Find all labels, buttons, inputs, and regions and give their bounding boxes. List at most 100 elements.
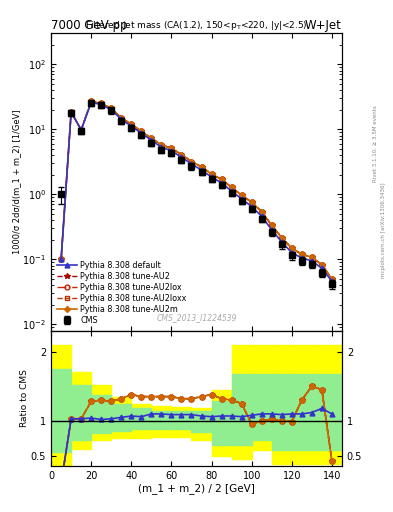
Pythia 8.308 tune-AU2m (289, 245, 294, 251)
Pythia 8.308 tune-AU2m (309, 254, 314, 260)
Pythia 8.308 tune-AU2m (99, 100, 104, 106)
Pythia 8.308 tune-AU2loxx (259, 209, 264, 215)
Pythia 8.308 tune-AU2m (139, 129, 144, 135)
Pythia 8.308 tune-AU2 (269, 222, 274, 228)
Pythia 8.308 tune-AU2m (329, 276, 334, 282)
Pythia 8.308 tune-AU2m (119, 115, 124, 121)
Pythia 8.308 tune-AU2lox (279, 234, 284, 241)
Pythia 8.308 tune-AU2m (320, 262, 324, 268)
Pythia 8.308 tune-AU2lox (129, 121, 134, 127)
Pythia 8.308 tune-AU2 (149, 135, 154, 141)
Pythia 8.308 tune-AU2lox (79, 127, 84, 133)
Line: Pythia 8.308 default: Pythia 8.308 default (59, 100, 334, 284)
Pythia 8.308 tune-AU2lox (99, 100, 104, 106)
Pythia 8.308 tune-AU2loxx (109, 105, 114, 112)
Pythia 8.308 tune-AU2lox (320, 262, 324, 268)
Pythia 8.308 default (299, 255, 304, 261)
Pythia 8.308 tune-AU2loxx (169, 145, 174, 152)
Pythia 8.308 default (139, 130, 144, 136)
Pythia 8.308 tune-AU2loxx (89, 98, 94, 104)
Pythia 8.308 tune-AU2loxx (149, 135, 154, 141)
Pythia 8.308 tune-AU2lox (249, 199, 254, 205)
Pythia 8.308 tune-AU2loxx (219, 176, 224, 182)
Pythia 8.308 tune-AU2 (179, 152, 184, 158)
Pythia 8.308 tune-AU2m (169, 145, 174, 152)
Pythia 8.308 tune-AU2 (239, 192, 244, 198)
Pythia 8.308 tune-AU2m (299, 251, 304, 258)
Pythia 8.308 tune-AU2loxx (229, 184, 234, 190)
Pythia 8.308 default (279, 239, 284, 245)
Pythia 8.308 default (59, 257, 64, 263)
Pythia 8.308 tune-AU2loxx (69, 109, 73, 115)
Pythia 8.308 tune-AU2m (259, 209, 264, 215)
Pythia 8.308 tune-AU2 (69, 109, 73, 115)
Pythia 8.308 tune-AU2m (69, 109, 73, 115)
Pythia 8.308 default (259, 213, 264, 219)
Pythia 8.308 default (149, 137, 154, 143)
Pythia 8.308 tune-AU2 (59, 257, 64, 263)
Pythia 8.308 tune-AU2 (320, 262, 324, 268)
Y-axis label: Ratio to CMS: Ratio to CMS (20, 369, 29, 427)
Pythia 8.308 tune-AU2m (219, 176, 224, 182)
Pythia 8.308 tune-AU2m (279, 234, 284, 241)
Pythia 8.308 tune-AU2loxx (329, 276, 334, 282)
Line: Pythia 8.308 tune-AU2lox: Pythia 8.308 tune-AU2lox (59, 99, 334, 282)
Pythia 8.308 default (69, 109, 73, 115)
Pythia 8.308 tune-AU2lox (229, 184, 234, 190)
Pythia 8.308 tune-AU2lox (179, 152, 184, 158)
Y-axis label: 1000/σ 2dσ/d(m_1 + m_2) [1/GeV]: 1000/σ 2dσ/d(m_1 + m_2) [1/GeV] (12, 110, 21, 254)
Pythia 8.308 tune-AU2 (279, 234, 284, 241)
Text: CMS_2013_I1224539: CMS_2013_I1224539 (156, 313, 237, 322)
Pythia 8.308 default (79, 127, 84, 133)
Pythia 8.308 tune-AU2 (249, 199, 254, 205)
Pythia 8.308 tune-AU2 (99, 100, 104, 106)
Pythia 8.308 tune-AU2m (189, 158, 194, 164)
Pythia 8.308 tune-AU2lox (309, 254, 314, 260)
Pythia 8.308 tune-AU2lox (329, 276, 334, 282)
Pythia 8.308 tune-AU2loxx (289, 245, 294, 251)
Pythia 8.308 tune-AU2lox (189, 158, 194, 164)
Line: Pythia 8.308 tune-AU2: Pythia 8.308 tune-AU2 (58, 98, 335, 282)
Pythia 8.308 default (320, 265, 324, 271)
Pythia 8.308 tune-AU2loxx (249, 199, 254, 205)
Pythia 8.308 tune-AU2 (289, 245, 294, 251)
Pythia 8.308 tune-AU2lox (209, 171, 214, 177)
Pythia 8.308 tune-AU2m (209, 171, 214, 177)
Pythia 8.308 tune-AU2lox (69, 109, 73, 115)
Pythia 8.308 tune-AU2m (79, 127, 84, 133)
Pythia 8.308 tune-AU2 (309, 254, 314, 260)
Pythia 8.308 tune-AU2 (329, 276, 334, 282)
Pythia 8.308 default (289, 249, 294, 255)
Pythia 8.308 tune-AU2m (149, 135, 154, 141)
Pythia 8.308 tune-AU2loxx (179, 152, 184, 158)
Pythia 8.308 tune-AU2loxx (119, 115, 124, 121)
Text: 7000 GeV pp: 7000 GeV pp (51, 19, 128, 32)
Pythia 8.308 tune-AU2lox (199, 164, 204, 170)
Pythia 8.308 default (229, 188, 234, 194)
Text: mcplots.cern.ch [arXiv:1306.3436]: mcplots.cern.ch [arXiv:1306.3436] (381, 183, 386, 278)
Pythia 8.308 default (269, 227, 274, 233)
Pythia 8.308 tune-AU2 (169, 145, 174, 152)
Pythia 8.308 default (239, 196, 244, 202)
Pythia 8.308 tune-AU2m (269, 222, 274, 228)
Pythia 8.308 tune-AU2loxx (99, 100, 104, 106)
Pythia 8.308 tune-AU2m (129, 121, 134, 127)
Pythia 8.308 default (129, 123, 134, 129)
Pythia 8.308 tune-AU2loxx (199, 164, 204, 170)
Text: Rivet 3.1.10, ≥ 3.5M events: Rivet 3.1.10, ≥ 3.5M events (373, 105, 378, 182)
Pythia 8.308 tune-AU2lox (109, 105, 114, 112)
Pythia 8.308 tune-AU2m (159, 142, 164, 148)
Pythia 8.308 tune-AU2 (199, 164, 204, 170)
Pythia 8.308 tune-AU2loxx (79, 127, 84, 133)
Pythia 8.308 tune-AU2loxx (239, 192, 244, 198)
Pythia 8.308 tune-AU2lox (269, 222, 274, 228)
Pythia 8.308 default (199, 167, 204, 173)
Pythia 8.308 tune-AU2m (59, 257, 64, 263)
Pythia 8.308 tune-AU2loxx (139, 129, 144, 135)
Pythia 8.308 tune-AU2 (299, 251, 304, 258)
Pythia 8.308 tune-AU2lox (169, 145, 174, 152)
Pythia 8.308 tune-AU2 (219, 176, 224, 182)
Pythia 8.308 default (119, 116, 124, 122)
Pythia 8.308 tune-AU2m (239, 192, 244, 198)
Pythia 8.308 tune-AU2loxx (209, 171, 214, 177)
